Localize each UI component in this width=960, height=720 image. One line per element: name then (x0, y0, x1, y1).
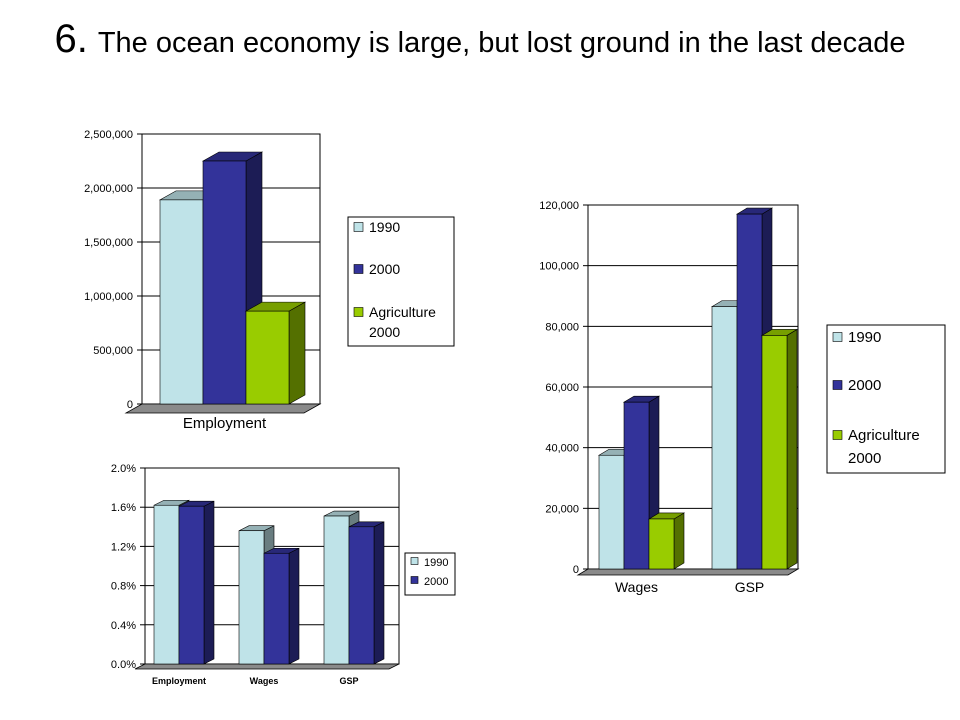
wages-gsp-category-label: GSP (735, 579, 765, 595)
wages-gsp-legend-label: Agriculture (848, 427, 920, 444)
wages-gsp-legend (826, 324, 946, 474)
share-bar (178, 500, 215, 665)
share-bar (348, 521, 385, 665)
employment-tick-label: 500,000 (93, 345, 133, 357)
wages-gsp-legend-swatch (832, 332, 843, 342)
employment-legend-label: 1990 (369, 219, 400, 235)
employment-floor (124, 403, 322, 414)
wages-gsp-bar (760, 328, 799, 570)
employment-bar-front (159, 199, 204, 405)
wages-gsp-tick-label: 120,000 (539, 200, 579, 212)
employment-tick-label: 1,000,000 (84, 291, 133, 303)
wages-gsp-tick-label: 40,000 (545, 443, 579, 455)
wages-gsp-bar-side (786, 328, 798, 570)
wages-gsp-chart: 0 20,000 40,000 60,000 80,000 100,000 120,000 W… (539, 200, 946, 595)
share-tick-label: 0.8% (111, 581, 136, 593)
employment-tick-label: 2,000,000 (84, 183, 133, 195)
wages-gsp-bar-front (761, 335, 788, 570)
wages-gsp-category-label: Wages (615, 579, 658, 595)
wages-gsp-legend-label: 2000 (848, 377, 881, 394)
wages-gsp-tick-label: 60,000 (545, 382, 579, 394)
share-bar-front (348, 526, 375, 665)
share-floor (134, 663, 400, 670)
slide-number: 6. (54, 17, 88, 61)
share-bar-front (323, 515, 350, 665)
share-category-label: GSP (339, 676, 358, 686)
wages-gsp-legend-label: 1990 (848, 329, 881, 346)
wages-gsp-legend-swatch (832, 430, 843, 440)
employment-legend (347, 216, 455, 347)
share-legend-label: 2000 (424, 576, 448, 588)
wages-gsp-bar (647, 512, 686, 570)
employment-category-label: Employment (183, 415, 267, 432)
employment-tick-label: 2,500,000 (84, 129, 133, 141)
wages-gsp-tick-label: 20,000 (545, 503, 579, 515)
employment-tick-label: 1,500,000 (84, 237, 133, 249)
employment-bar (244, 301, 307, 405)
wages-gsp-bar-front (736, 213, 763, 570)
share-bar (263, 547, 300, 665)
slide-title: 6. The ocean economy is large, but lost g… (40, 18, 920, 64)
employment-bar-side (288, 301, 306, 405)
share-tick-label: 0.4% (111, 620, 136, 632)
employment-chart: 0 500,000 1,000,000 1,500,000 2,000,000 2,500… (84, 129, 455, 432)
wages-gsp-floor (576, 568, 800, 576)
employment-legend-label: Agriculture (369, 304, 436, 320)
employment-legend-swatch (353, 307, 364, 317)
share-legend-label: 1990 (424, 557, 448, 569)
share-legend-swatch (410, 557, 419, 565)
wages-gsp-legend-swatch (832, 380, 843, 390)
employment-bar-front (245, 310, 290, 405)
wages-gsp-bar-front (648, 518, 675, 570)
share-bar-side (203, 500, 215, 665)
wages-gsp-tick-label: 0 (573, 564, 579, 576)
employment-legend-swatch (353, 264, 364, 274)
wages-gsp-tick-label: 80,000 (545, 321, 579, 333)
share-bar-side (288, 547, 300, 665)
wages-gsp-bar-side (673, 512, 685, 570)
share-tick-label: 2.0% (111, 463, 136, 475)
share-bar-front (238, 530, 265, 665)
wages-gsp-bar-front (623, 401, 650, 570)
employment-tick-label: 0 (127, 399, 133, 411)
share-bar-front (178, 505, 205, 665)
share-category-label: Employment (152, 676, 206, 686)
share-tick-label: 1.6% (111, 502, 136, 514)
employment-bar-front (202, 160, 247, 405)
share-chart: 0.0% 0.4% 0.8% 1.2% 1.6% 2.0% Employment Wages G… (111, 463, 456, 686)
wages-gsp-tick-label: 100,000 (539, 261, 579, 273)
share-bar-front (153, 504, 180, 665)
share-tick-label: 1.2% (111, 541, 136, 553)
slide-title-text: The ocean economy is large, but lost gro… (97, 27, 906, 59)
employment-legend-swatch (353, 222, 364, 232)
share-category-label: Wages (250, 676, 279, 686)
wages-gsp-legend-label: 2000 (848, 450, 881, 467)
wages-gsp-bar-front (711, 306, 738, 570)
share-bar-front (263, 552, 290, 665)
employment-legend-label: 2000 (369, 261, 400, 277)
employment-legend-label: 2000 (369, 324, 400, 340)
share-tick-label: 0.0% (111, 659, 136, 671)
share-legend-swatch (410, 576, 419, 584)
wages-gsp-bar-front (598, 454, 625, 570)
share-bar-side (373, 521, 385, 665)
